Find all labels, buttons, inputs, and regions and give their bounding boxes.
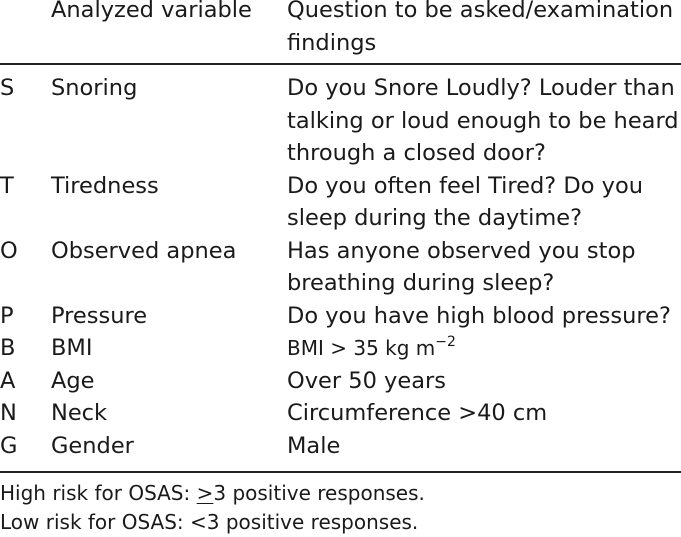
question-line: breathing during sleep? — [287, 270, 555, 296]
row-question: Over 50 years — [287, 365, 681, 398]
row-letter: P — [0, 302, 14, 329]
row-letter: A — [0, 367, 16, 394]
question-line: Do you have high blood pressure? — [287, 302, 671, 329]
row-variable: Neck — [51, 400, 108, 426]
header-variable: Analyzed variable — [51, 0, 252, 23]
header-letter-cell — [0, 0, 51, 59]
row-question: Circumference >40 cm — [287, 397, 681, 430]
question-line: Do you Snore Loudly? Louder than — [287, 75, 675, 101]
table-header: Analyzed variable Question to be asked/e… — [0, 0, 681, 59]
header-divider — [0, 63, 681, 65]
question-line: Male — [287, 432, 341, 459]
header-question-line: findings — [287, 29, 377, 56]
footnote-high-suffix: 3 positive responses. — [213, 481, 425, 505]
table-row: N Neck Circumference >40 cm — [0, 397, 681, 430]
row-letter: G — [0, 432, 18, 459]
table-row: T Tiredness Do you often feel Tired? Do … — [0, 170, 681, 235]
row-question: BMI > 35 kg m−2 — [287, 332, 681, 365]
row-letter: S — [0, 75, 15, 101]
footnote-high-risk: High risk for OSAS: >3 positive response… — [0, 479, 425, 508]
row-variable: Pressure — [51, 302, 148, 329]
table-row: P Pressure Do you have high blood pressu… — [0, 300, 681, 333]
question-line: Do you often feel Tired? Do you — [287, 172, 643, 199]
row-letter: N — [0, 400, 17, 426]
table-body: S Snoring Do you Snore Loudly? Louder th… — [0, 72, 681, 462]
table-row: G Gender Male — [0, 430, 681, 463]
header-question-line: Question to be asked/examination — [287, 0, 674, 23]
table-row: S Snoring Do you Snore Loudly? Louder th… — [0, 72, 681, 170]
table-footnote: High risk for OSAS: >3 positive response… — [0, 479, 425, 537]
bmi-exponent: −2 — [435, 334, 456, 350]
row-question: Do you have high blood pressure? — [287, 300, 681, 333]
row-letter: T — [0, 172, 14, 199]
row-letter: O — [0, 237, 18, 264]
row-question: Do you Snore Loudly? Louder than talking… — [287, 72, 681, 170]
row-variable: Gender — [51, 432, 134, 459]
table-row: O Observed apnea Has anyone observed you… — [0, 235, 681, 300]
row-variable: Age — [51, 367, 95, 394]
question-line: BMI > 35 kg m−2 — [287, 332, 681, 365]
row-letter: B — [0, 335, 16, 361]
table-row: A Age Over 50 years — [0, 365, 681, 398]
footnote-high-prefix: High risk for OSAS: — [0, 481, 197, 505]
row-variable: Snoring — [51, 75, 138, 101]
bmi-text: BMI > 35 kg m — [287, 336, 436, 360]
question-line: talking or loud enough to be heard — [287, 107, 679, 134]
row-question: Has anyone observed you stop breathing d… — [287, 235, 681, 300]
question-line: sleep during the daytime? — [287, 205, 583, 231]
question-line: Over 50 years — [287, 367, 446, 394]
header-question: Question to be asked/examination finding… — [287, 0, 681, 59]
row-variable: BMI — [51, 335, 93, 361]
row-question: Do you often feel Tired? Do you sleep du… — [287, 170, 681, 235]
question-line: through a closed door? — [287, 140, 546, 166]
table-row: B BMI BMI > 35 kg m−2 — [0, 332, 681, 365]
row-variable: Tiredness — [51, 172, 159, 199]
footnote-ge-symbol: > — [196, 481, 214, 505]
footer-divider — [0, 471, 681, 473]
row-variable: Observed apnea — [51, 237, 237, 264]
row-question: Male — [287, 430, 681, 463]
footnote-low-risk: Low risk for OSAS: <3 positive responses… — [0, 510, 419, 534]
question-line: Has anyone observed you stop — [287, 237, 636, 264]
question-line: Circumference >40 cm — [287, 400, 548, 426]
